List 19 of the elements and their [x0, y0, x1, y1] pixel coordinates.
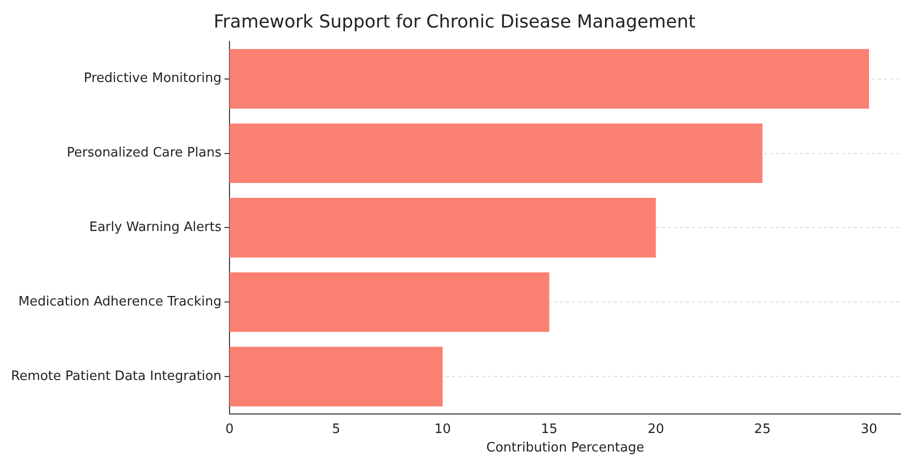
x-tick-label: 5	[332, 422, 340, 437]
bar	[229, 346, 443, 406]
y-tick-label: Personalized Care Plans	[66, 146, 222, 161]
x-axis-title: Contribution Percentage	[486, 440, 644, 456]
y-tick-label: Remote Patient Data Integration	[10, 368, 222, 384]
chart-title: Framework Support for Chronic Disease Management	[214, 11, 696, 32]
x-tick-label: 15	[540, 422, 558, 437]
x-tick-label: 0	[225, 422, 234, 437]
x-tick-label: 30	[860, 422, 878, 437]
bar	[229, 123, 762, 184]
bar	[229, 198, 656, 258]
x-tick-label: 20	[648, 422, 664, 437]
x-tick-label: 25	[754, 422, 771, 437]
x-tick-label: 10	[434, 422, 451, 437]
bar	[229, 49, 870, 109]
y-tick-label: Medication Adherence Tracking	[18, 294, 222, 310]
bar	[229, 272, 550, 332]
y-tick-label: Early Warning Alerts	[89, 220, 222, 236]
y-tick-label: Predictive Monitoring	[84, 71, 222, 86]
